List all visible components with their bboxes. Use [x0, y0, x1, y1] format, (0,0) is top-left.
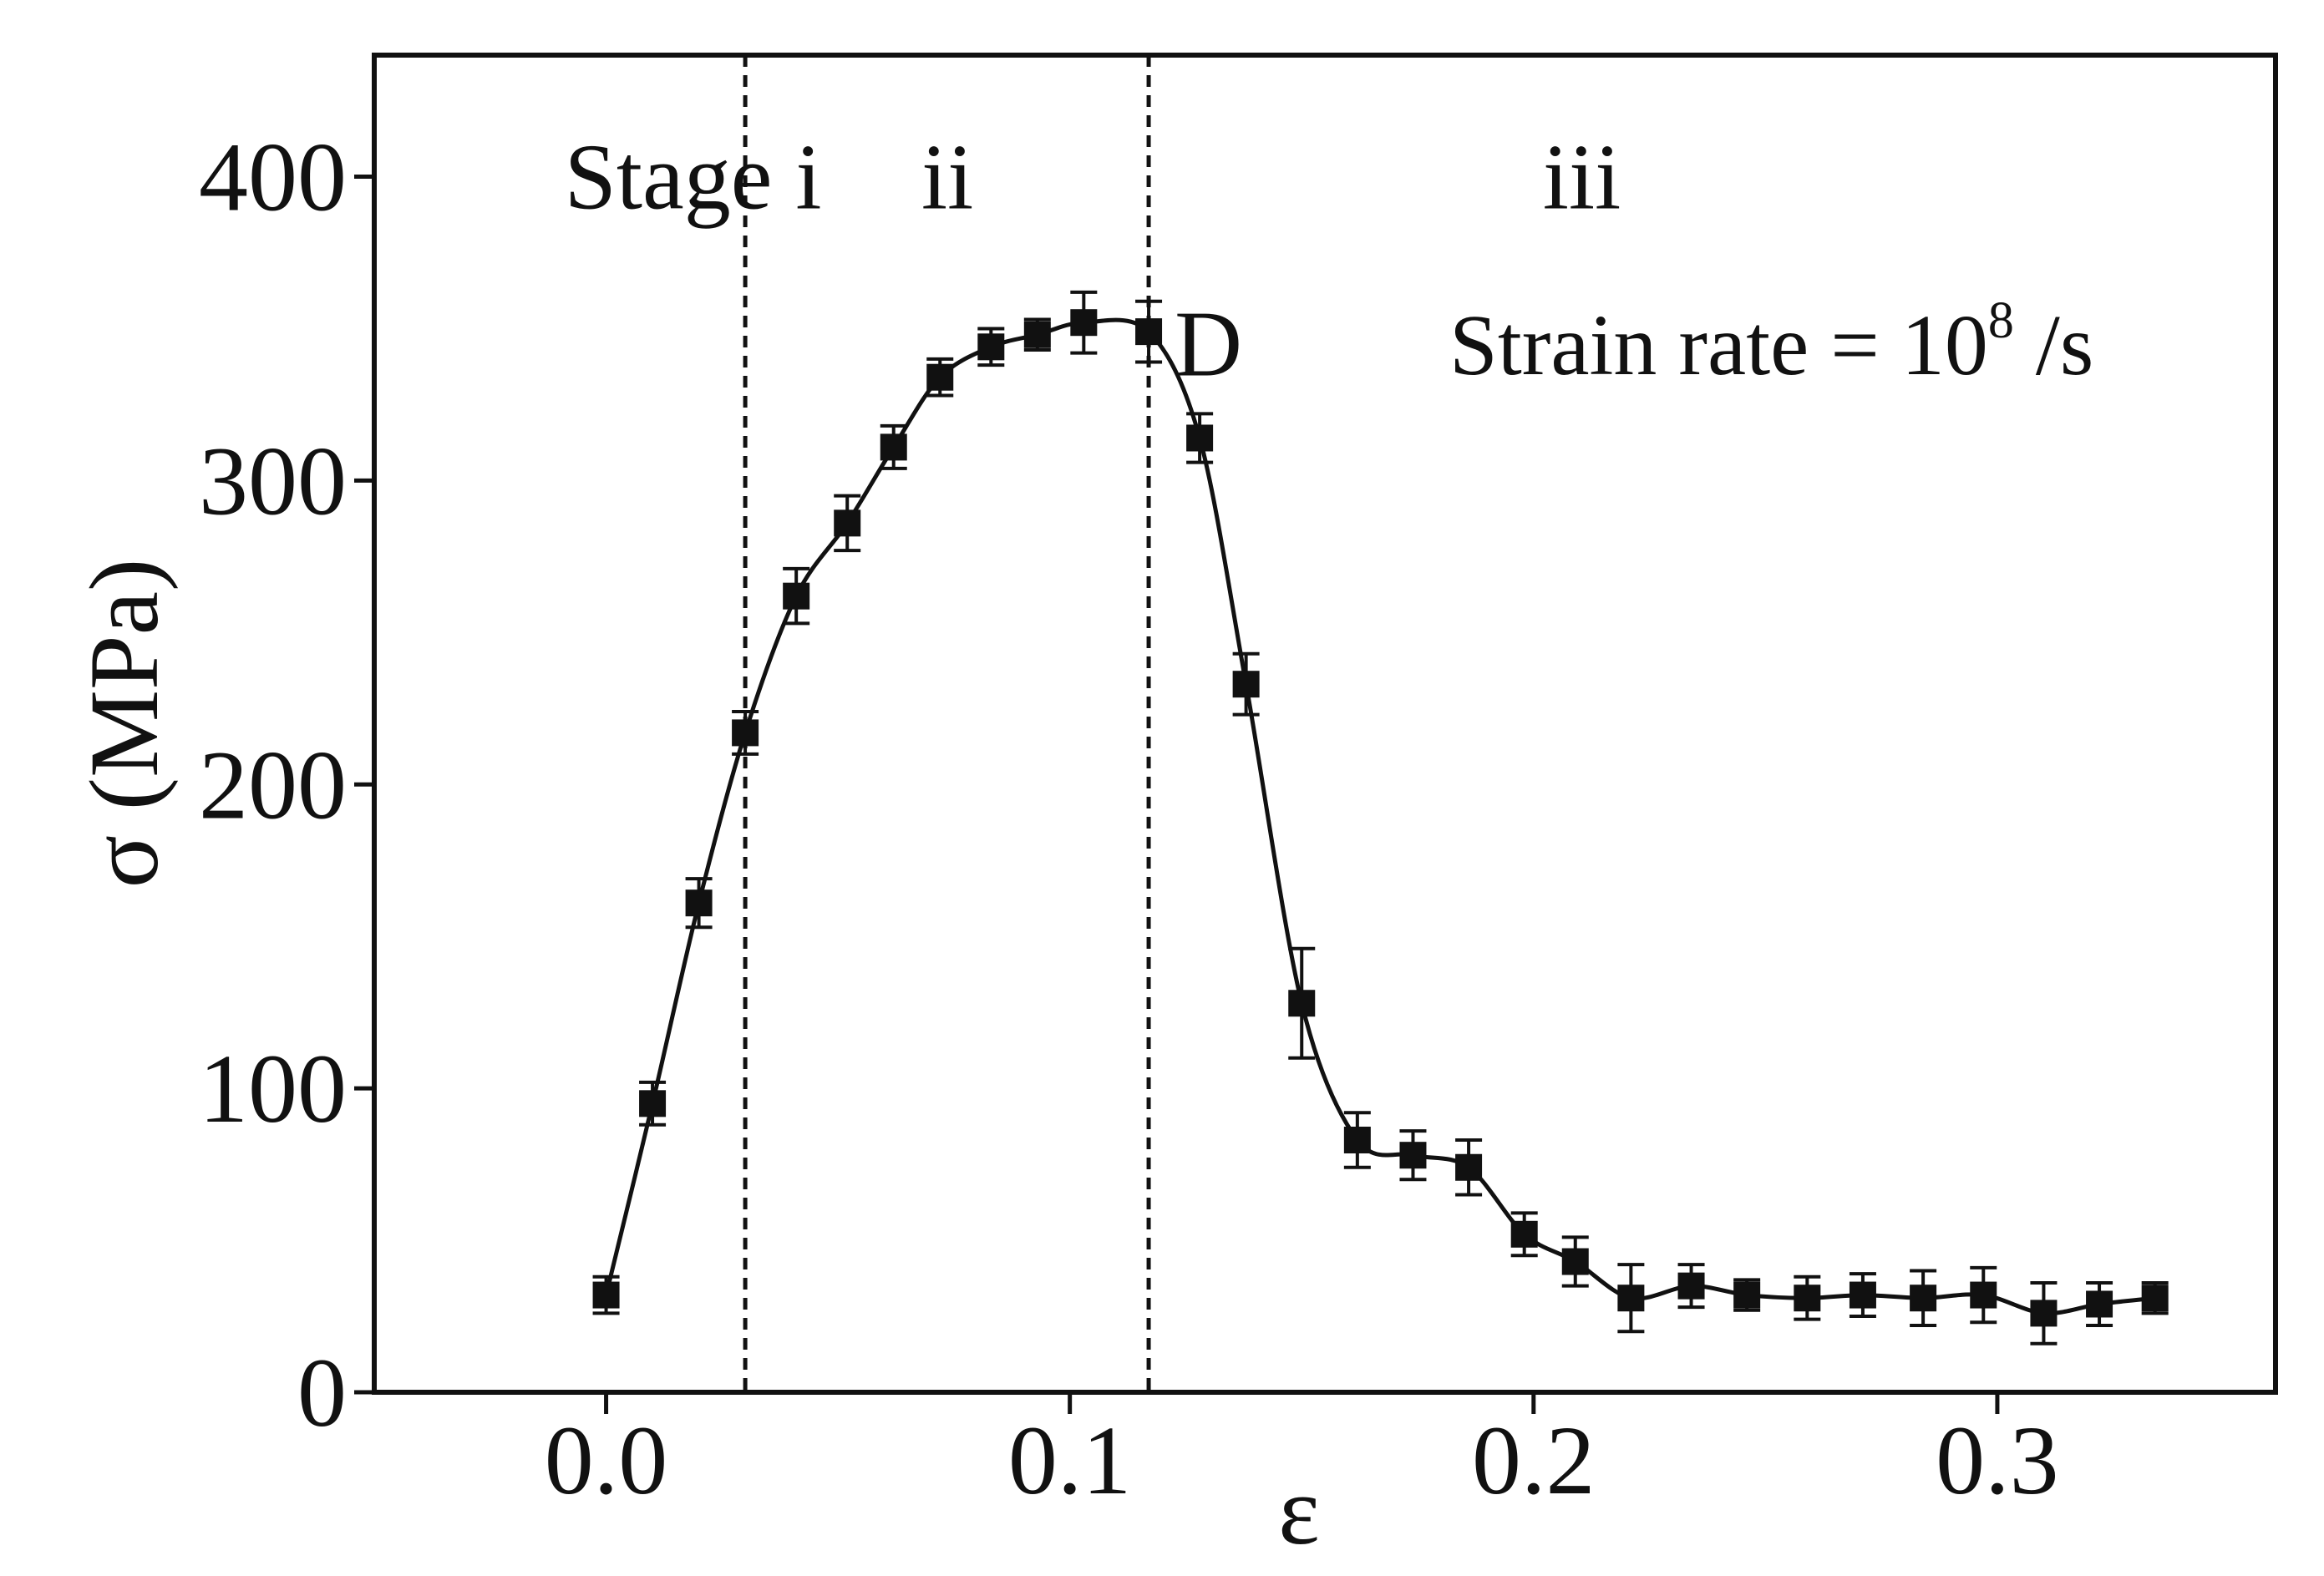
x-tick-label: 0.2	[1472, 1406, 1596, 1515]
y-tick-label: 100	[199, 1034, 347, 1143]
stage-label: Stage i	[565, 126, 822, 230]
x-axis-ticks: 0.0 0.1 0.2 0.3	[545, 1392, 2059, 1515]
data-point	[639, 1090, 667, 1117]
data-point	[1070, 309, 1098, 337]
x-tick-label: 0.1	[1008, 1406, 1132, 1515]
stage-labels: Stage i ii iii	[565, 126, 1621, 230]
stage-label: iii	[1543, 126, 1621, 230]
x-tick-label: 0.3	[1936, 1406, 2059, 1515]
data-point	[1232, 671, 1260, 698]
x-tick-label: 0.0	[545, 1406, 668, 1515]
data-point	[2086, 1290, 2113, 1318]
y-tick-label: 300	[199, 426, 347, 535]
data-point	[1794, 1285, 1821, 1312]
error-bars	[592, 290, 2169, 1345]
data-point	[1849, 1281, 1876, 1309]
strain-rate-annotation: Strain rate = 108 /s	[1449, 292, 2093, 393]
data-point	[977, 333, 1005, 361]
y-axis-ticks: 0 100 200 300 400	[199, 123, 374, 1447]
y-axis-title: σ (MPa)	[69, 559, 179, 889]
data-point	[2030, 1300, 2058, 1327]
data-point	[1910, 1285, 1937, 1312]
x-axis-title: ε	[1278, 1456, 1320, 1565]
data-point	[1561, 1248, 1589, 1275]
data-point	[2141, 1285, 2169, 1312]
data-point	[1510, 1220, 1538, 1248]
fit-curve	[604, 317, 2155, 1316]
data-point	[1399, 1142, 1427, 1169]
data-point	[1677, 1272, 1705, 1300]
data-point	[834, 509, 861, 537]
stage-label: ii	[921, 126, 973, 230]
data-point	[926, 363, 954, 391]
strain-rate-base: Strain rate = 10	[1449, 297, 1988, 393]
strain-rate-unit: /s	[2014, 297, 2093, 393]
point-d-label: D	[1175, 293, 1242, 397]
data-point	[1186, 424, 1214, 452]
data-point	[592, 1281, 620, 1309]
strain-rate-exponent: 8	[1988, 292, 2014, 349]
data-point	[1455, 1153, 1483, 1181]
data-point	[1023, 321, 1051, 348]
y-tick-label: 0	[297, 1338, 347, 1447]
y-tick-label: 200	[199, 730, 347, 839]
data-point	[1135, 318, 1163, 346]
data-point	[1970, 1281, 1997, 1309]
data-point	[1617, 1285, 1645, 1312]
data-point	[1288, 990, 1316, 1017]
plot-frame	[372, 53, 2278, 1395]
data-point	[783, 582, 810, 610]
data-point	[1733, 1281, 1761, 1309]
data-point	[685, 889, 713, 917]
data-markers	[592, 309, 2169, 1327]
data-point	[732, 719, 759, 747]
data-point	[880, 433, 907, 461]
y-tick-label: 400	[199, 123, 347, 232]
fit-curve-group	[604, 317, 2155, 1316]
data-point	[1343, 1126, 1371, 1153]
stage-boundaries	[743, 55, 1151, 1392]
